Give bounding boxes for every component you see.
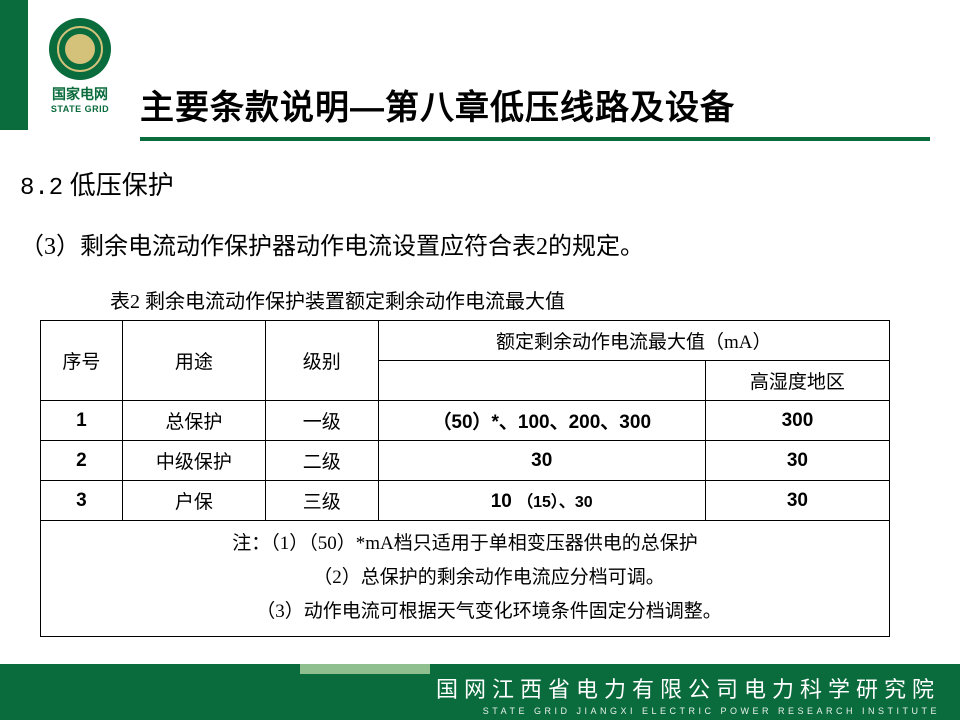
clause-text: （3）剩余电流动作保护器动作电流设置应符合表2的规定。 [20,226,930,261]
table-notes: 注：（1）（50）*mA档只适用于单相变压器供电的总保护 （2）总保护的剩余动作… [41,521,890,637]
cell-humid: 300 [705,401,889,441]
table-row: 1 总保护 一级 （50）*、100、200、300 300 [41,401,890,441]
content-area: 8.2 低压保护 （3）剩余电流动作保护器动作电流设置应符合表2的规定。 表2 … [20,165,930,637]
brand-name-cn: 国家电网 [40,84,120,104]
note-line: （3）动作电流可根据天气变化环境条件固定分档调整。 [97,595,881,629]
cell-level: 三级 [266,481,379,521]
th-use: 用途 [122,321,265,401]
th-blank [378,361,705,401]
page-title: 主要条款说明—第八章低压线路及设备 [140,80,930,141]
footer-en: STATE GRID JIANGXI ELECTRIC POWER RESEAR… [436,706,940,716]
cell-val: 30 [378,441,705,481]
cell-use: 中级保护 [122,441,265,481]
table-caption: 表2 剩余电流动作保护装置额定剩余动作电流最大值 [110,285,930,314]
footer-accent [300,664,430,674]
cell-seq: 1 [41,401,123,441]
brand-name-en: STATE GRID [40,104,120,114]
footer-text: 国网江西省电力有限公司电力科学研究院 STATE GRID JIANGXI EL… [436,672,940,716]
data-table: 序号 用途 级别 额定剩余动作电流最大值（mA） 高湿度地区 1 总保护 一级 … [40,320,890,637]
cell-level: 二级 [266,441,379,481]
cell-level: 一级 [266,401,379,441]
logo-icon [49,18,111,80]
note-line: （2）总保护的剩余动作电流应分档可调。 [97,561,881,595]
th-humid: 高湿度地区 [705,361,889,401]
table-row: 2 中级保护 二级 30 30 [41,441,890,481]
footer-cn: 国网江西省电力有限公司电力科学研究院 [436,672,940,704]
cell-val: 10 （15）、30 [378,481,705,521]
cell-val: （50）*、100、200、300 [378,401,705,441]
cell-humid: 30 [705,481,889,521]
cell-val-b: （15）、30 [517,494,593,511]
th-seq: 序号 [41,321,123,401]
cell-val-a: 10 [491,491,512,512]
table-note-row: 注：（1）（50）*mA档只适用于单相变压器供电的总保护 （2）总保护的剩余动作… [41,521,890,637]
cell-use: 总保护 [122,401,265,441]
th-rated: 额定剩余动作电流最大值（mA） [378,321,889,361]
section-heading: 8.2 低压保护 [20,165,930,202]
brand-logo: 国家电网 STATE GRID [40,18,120,114]
cell-seq: 2 [41,441,123,481]
footer-bar: 国网江西省电力有限公司电力科学研究院 STATE GRID JIANGXI EL… [0,664,960,720]
cell-use: 户保 [122,481,265,521]
top-accent-bar [0,0,28,130]
cell-humid: 30 [705,441,889,481]
table-header-row: 序号 用途 级别 额定剩余动作电流最大值（mA） [41,321,890,361]
section-number: 8.2 [20,175,63,202]
section-name: 低压保护 [70,171,174,200]
table-row: 3 户保 三级 10 （15）、30 30 [41,481,890,521]
cell-seq: 3 [41,481,123,521]
note-line: 注：（1）（50）*mA档只适用于单相变压器供电的总保护 [49,527,881,561]
th-level: 级别 [266,321,379,401]
